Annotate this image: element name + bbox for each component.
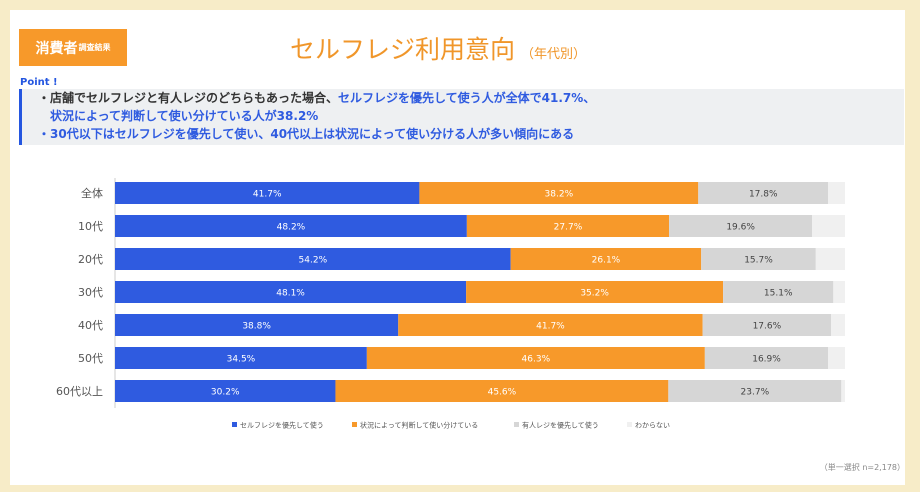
badge-sub: 調査結果 [78, 43, 111, 52]
bar-segment [812, 215, 845, 237]
point-line1b: セルフレジを優先して使う人が全体で41.7%、 [338, 91, 596, 105]
data-label: 34.5% [227, 355, 256, 365]
data-label: 45.6% [488, 388, 517, 398]
bar-segment [466, 215, 670, 237]
legend-label: 有人レジを優先して使う [522, 421, 599, 430]
legend-swatch [514, 422, 519, 427]
bar-segment [828, 182, 845, 204]
bar-segment [723, 281, 834, 303]
data-label: 16.9% [752, 355, 781, 365]
data-label: 38.8% [242, 322, 271, 332]
data-label: 26.1% [592, 256, 621, 266]
data-label: 23.7% [741, 388, 770, 398]
category-label: 全体 [81, 186, 103, 200]
data-label: 54.2% [299, 256, 328, 266]
bar-segment [398, 314, 703, 336]
bar-segment [115, 281, 467, 303]
bar-segment [115, 182, 420, 204]
bar-segment [510, 248, 702, 270]
bar-segment [366, 347, 705, 369]
title-text: セルフレジ利用意向 [290, 35, 516, 64]
legend-label: セルフレジを優先して使う [240, 421, 324, 430]
data-label: 48.1% [276, 289, 305, 299]
data-label: 46.3% [522, 355, 551, 365]
bar-segment [815, 248, 845, 270]
legend-label: 状況によって判断して使い分けている [360, 421, 478, 430]
bar-segment [335, 380, 669, 402]
data-label: 15.1% [764, 289, 793, 299]
bar-segment [841, 380, 845, 402]
bar-segment [419, 182, 699, 204]
point-line3: ・30代以下はセルフレジを優先して使い、40代以上は状況によって使い分ける人が多… [38, 127, 575, 141]
point-line1a: ・店舗でセルフレジと有人レジのどちらもあった場合、 [38, 91, 339, 105]
bar-segment [115, 215, 467, 237]
bar-segment [833, 281, 845, 303]
data-label: 30.2% [211, 388, 240, 398]
bar-segment [828, 347, 845, 369]
badge: 消費者 調査結果 [19, 29, 127, 66]
data-label: 41.7% [253, 190, 282, 200]
sample-note: （単一選択 n=2,178） [819, 463, 905, 472]
bar-segment [698, 182, 829, 204]
bar-segment [704, 347, 829, 369]
data-label: 38.2% [545, 190, 574, 200]
data-label: 41.7% [536, 322, 565, 332]
category-label: 60代以上 [56, 385, 103, 398]
data-label: 48.2% [277, 223, 306, 233]
data-label: 15.7% [744, 256, 773, 266]
bar-segment [115, 380, 336, 402]
category-label: 20代 [78, 253, 103, 266]
point-line2: 状況によって判断して使い分けている人が38.2% [50, 109, 319, 123]
title-sub: （年代別） [521, 47, 587, 62]
legend-swatch [232, 422, 237, 427]
bar-segment [669, 215, 813, 237]
point-label: Point ! [20, 77, 58, 88]
bar-segment [115, 347, 367, 369]
bar-segment [115, 248, 511, 270]
category-label: 40代 [78, 319, 103, 332]
page-title: セルフレジ利用意向 （年代別） [290, 30, 586, 66]
data-label: 19.6% [726, 223, 755, 233]
legend-swatch [627, 422, 632, 427]
category-label: 10代 [78, 220, 103, 233]
point-box: ・店舗でセルフレジと有人レジのどちらもあった場合、セルフレジを優先して使う人が全… [19, 89, 904, 145]
category-label: 50代 [78, 352, 103, 365]
bar-segment [115, 314, 399, 336]
bar-segment [831, 314, 845, 336]
legend-label: わからない [635, 422, 670, 430]
bar-segment [701, 248, 816, 270]
data-label: 17.6% [753, 322, 782, 332]
data-label: 35.2% [580, 289, 609, 299]
legend-swatch [352, 422, 357, 427]
data-label: 27.7% [554, 223, 583, 233]
bar-segment [466, 281, 724, 303]
bar-segment [668, 380, 842, 402]
data-label: 17.8% [749, 190, 778, 200]
bar-segment [702, 314, 832, 336]
badge-main: 消費者 [35, 40, 78, 57]
category-label: 30代 [78, 286, 103, 299]
